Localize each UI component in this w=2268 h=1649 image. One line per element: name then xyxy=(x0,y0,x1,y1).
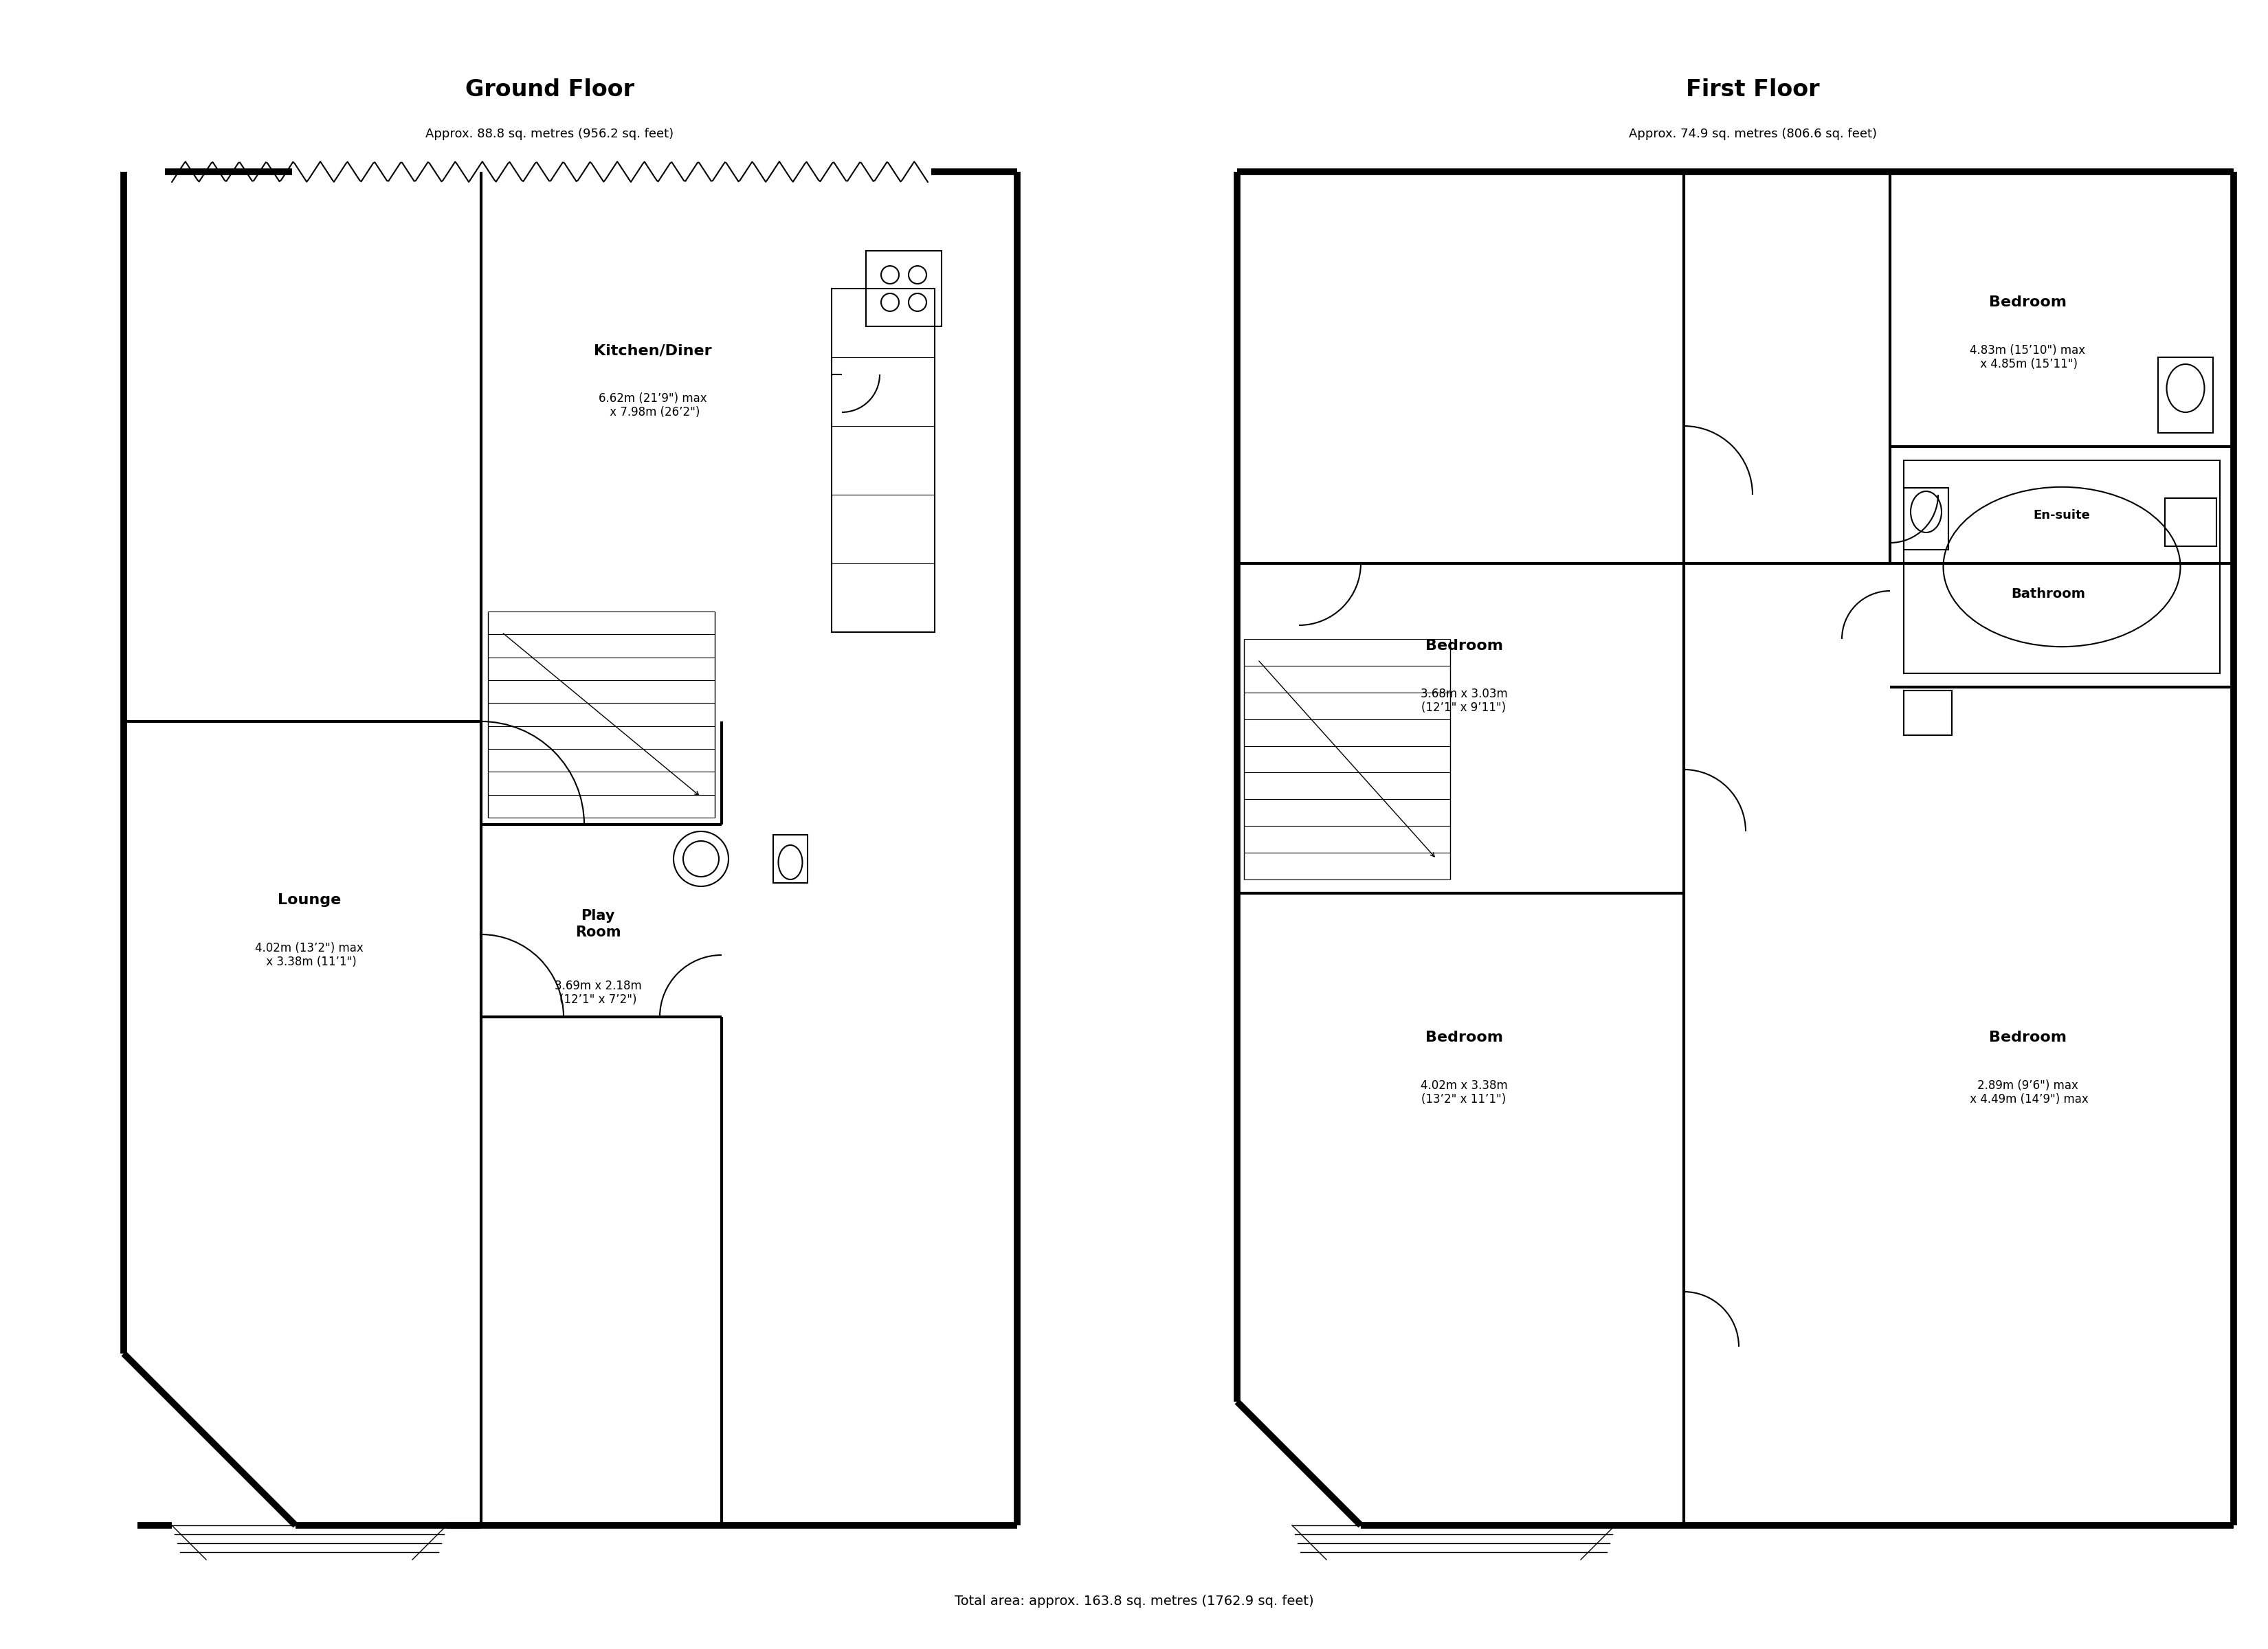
Text: First Floor: First Floor xyxy=(1685,78,1819,101)
Text: 4.02m (13’2") max
 x 3.38m (11’1"): 4.02m (13’2") max x 3.38m (11’1") xyxy=(254,942,363,968)
Text: Bedroom: Bedroom xyxy=(1424,1031,1504,1044)
Text: Approx. 88.8 sq. metres (956.2 sq. feet): Approx. 88.8 sq. metres (956.2 sq. feet) xyxy=(426,127,674,140)
Text: Bedroom: Bedroom xyxy=(1989,295,2066,310)
Text: En-suite: En-suite xyxy=(2034,510,2091,521)
Bar xyxy=(866,251,941,327)
Text: Kitchen/Diner: Kitchen/Diner xyxy=(594,343,712,358)
Text: 2.89m (9’6") max
 x 4.49m (14’9") max: 2.89m (9’6") max x 4.49m (14’9") max xyxy=(1966,1078,2089,1106)
Text: Lounge: Lounge xyxy=(277,894,340,907)
Text: Ground Floor: Ground Floor xyxy=(465,78,635,101)
Bar xyxy=(1903,691,1953,735)
Bar xyxy=(2166,498,2216,546)
Text: 6.62m (21’9") max
 x 7.98m (26’2"): 6.62m (21’9") max x 7.98m (26’2") xyxy=(599,392,708,419)
Bar xyxy=(832,289,934,632)
Text: 4.83m (15’10") max
 x 4.85m (15’11"): 4.83m (15’10") max x 4.85m (15’11") xyxy=(1969,345,2084,371)
Text: 4.02m x 3.38m
(13’2" x 11’1"): 4.02m x 3.38m (13’2" x 11’1") xyxy=(1420,1078,1508,1106)
Text: Play
Room: Play Room xyxy=(576,909,621,938)
Text: 3.68m x 3.03m
(12’1" x 9’11"): 3.68m x 3.03m (12’1" x 9’11") xyxy=(1420,688,1508,714)
Bar xyxy=(1903,460,2220,673)
Text: Bedroom: Bedroom xyxy=(1424,638,1504,653)
Bar xyxy=(1903,488,1948,549)
Bar xyxy=(2159,358,2214,432)
Text: Bathroom: Bathroom xyxy=(2012,587,2084,600)
Text: Bedroom: Bedroom xyxy=(1989,1031,2066,1044)
Bar xyxy=(773,834,807,882)
Text: Total area: approx. 163.8 sq. metres (1762.9 sq. feet): Total area: approx. 163.8 sq. metres (17… xyxy=(955,1595,1313,1608)
Text: Approx. 74.9 sq. metres (806.6 sq. feet): Approx. 74.9 sq. metres (806.6 sq. feet) xyxy=(1628,127,1876,140)
Text: 3.69m x 2.18m
(12’1" x 7’2"): 3.69m x 2.18m (12’1" x 7’2") xyxy=(553,980,642,1006)
